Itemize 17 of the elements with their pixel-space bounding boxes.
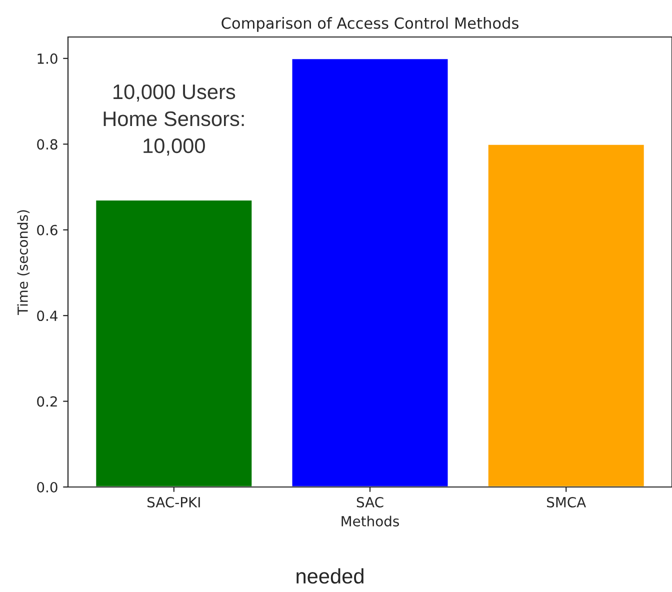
x-axis-title: Methods (342, 516, 399, 526)
x-tick-label: SAC-PKI (148, 496, 200, 508)
annotation: 10,000 Users Home Sensors: 10,000 (104, 84, 244, 156)
y-tick-label: 0.4 (37, 310, 58, 322)
x-tick-label: SMCA (547, 496, 586, 508)
bar (94, 199, 254, 487)
y-tick-label: 0.2 (37, 396, 57, 407)
y-tick-label: 0.6 (37, 224, 58, 236)
text: needed (296, 568, 364, 584)
bar (290, 58, 450, 487)
y-tick-label: 1.0 (38, 53, 58, 64)
y-axis-title: Time (seconds) (17, 210, 30, 316)
y-tick-label: 0.8 (37, 139, 58, 150)
y-tick-label: 0.0 (37, 482, 58, 492)
x-tick-label: SAC (356, 496, 384, 508)
chart-title: Comparison of Access Control Methods (222, 17, 518, 32)
bar (486, 143, 646, 487)
